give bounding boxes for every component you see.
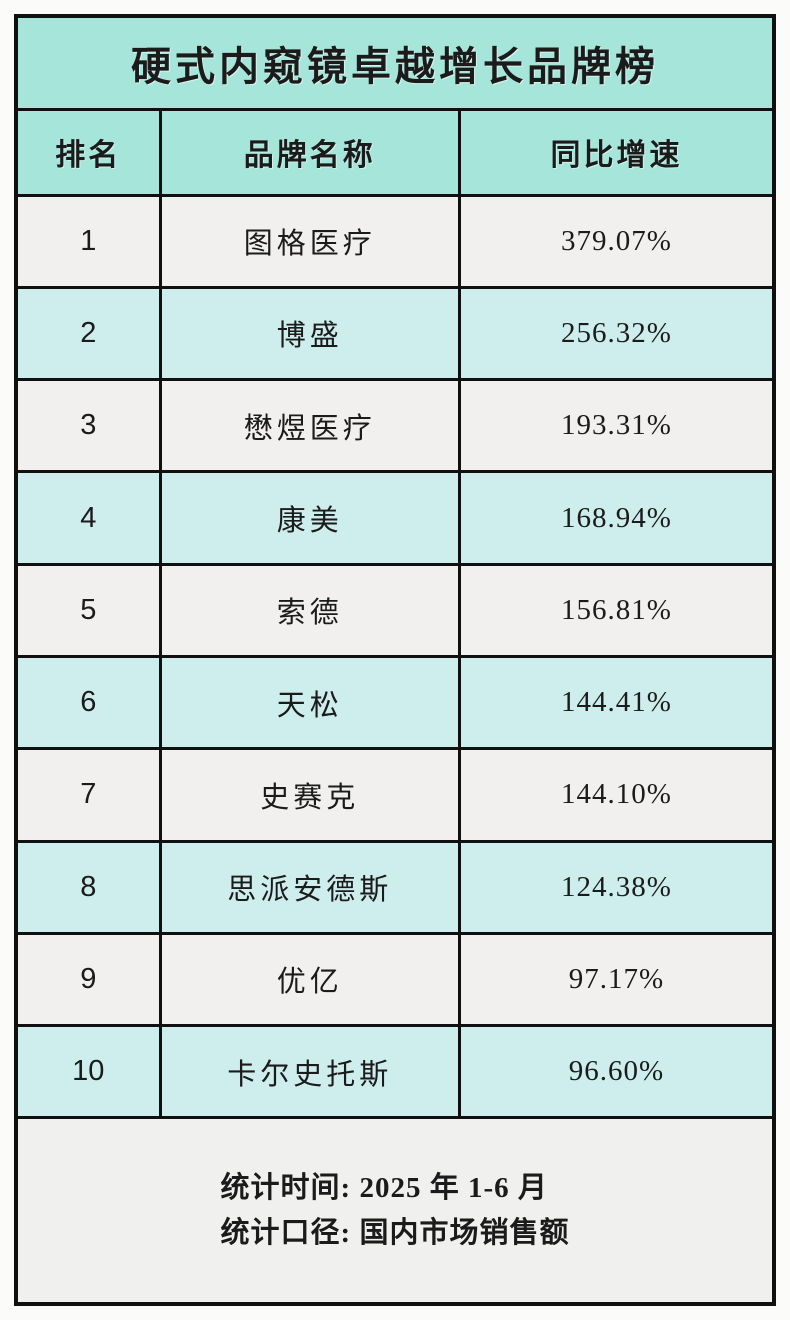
table-row: 3 懋煜医疗 193.31% — [14, 378, 776, 474]
stats-period-line: 统计时间: 2025 年 1-6 月 — [220, 1171, 548, 1204]
column-header-brand: 品牌名称 — [158, 108, 461, 197]
table-row: 6 天松 144.41% — [14, 654, 776, 751]
title-row: 硬式内窥镜卓越增长品牌榜 — [14, 14, 776, 112]
growth-cell: 144.41% — [457, 654, 776, 751]
page-title: 硬式内窥镜卓越增长品牌榜 — [14, 14, 776, 112]
growth-cell: 144.10% — [457, 747, 776, 843]
growth-cell: 256.32% — [457, 285, 776, 382]
brand-cell: 史赛克 — [158, 747, 461, 843]
brand-cell: 博盛 — [158, 285, 461, 382]
table-row: 5 索德 156.81% — [14, 562, 776, 658]
brand-cell: 懋煜医疗 — [158, 378, 461, 474]
column-header-growth: 同比增速 — [457, 108, 776, 197]
brand-cell: 天松 — [158, 654, 461, 751]
growth-cell: 97.17% — [457, 931, 776, 1028]
brand-cell: 康美 — [158, 470, 461, 566]
table-row: 1 图格医疗 379.07% — [14, 193, 776, 289]
rank-cell: 8 — [14, 839, 162, 935]
table-row: 4 康美 168.94% — [14, 470, 776, 566]
rank-cell: 4 — [14, 470, 162, 566]
footer-row: 统计时间: 2025 年 1-6 月 统计口径: 国内市场销售额 — [14, 1116, 776, 1306]
brand-cell: 图格医疗 — [158, 193, 461, 289]
stats-note: 统计时间: 2025 年 1-6 月 统计口径: 国内市场销售额 — [221, 1166, 570, 1256]
growth-cell: 156.81% — [457, 562, 776, 658]
rank-cell: 7 — [14, 747, 162, 843]
rank-cell: 10 — [14, 1024, 162, 1120]
growth-cell: 193.31% — [457, 378, 776, 474]
table-header-row: 排名 品牌名称 同比增速 — [14, 108, 776, 197]
table-row: 2 博盛 256.32% — [14, 285, 776, 382]
brand-cell: 优亿 — [158, 931, 461, 1028]
growth-cell: 124.38% — [457, 839, 776, 935]
table-row: 8 思派安德斯 124.38% — [14, 839, 776, 935]
growth-cell: 168.94% — [457, 470, 776, 566]
rank-cell: 3 — [14, 378, 162, 474]
rank-cell: 9 — [14, 931, 162, 1028]
column-header-rank: 排名 — [14, 108, 162, 197]
stats-scope-line: 统计口径: 国内市场销售额 — [220, 1216, 570, 1249]
rank-cell: 1 — [14, 193, 162, 289]
brand-cell: 思派安德斯 — [158, 839, 461, 935]
brand-growth-table: 硬式内窥镜卓越增长品牌榜 排名 品牌名称 同比增速 1 图格医疗 379.07%… — [14, 14, 776, 1306]
rank-cell: 2 — [14, 285, 162, 382]
table-row: 10 卡尔史托斯 96.60% — [14, 1024, 776, 1120]
rank-cell: 5 — [14, 562, 162, 658]
growth-cell: 96.60% — [457, 1024, 776, 1120]
brand-cell: 卡尔史托斯 — [158, 1024, 461, 1120]
brand-cell: 索德 — [158, 562, 461, 658]
rank-cell: 6 — [14, 654, 162, 751]
growth-cell: 379.07% — [457, 193, 776, 289]
table-row: 9 优亿 97.17% — [14, 931, 776, 1028]
table-row: 7 史赛克 144.10% — [14, 747, 776, 843]
